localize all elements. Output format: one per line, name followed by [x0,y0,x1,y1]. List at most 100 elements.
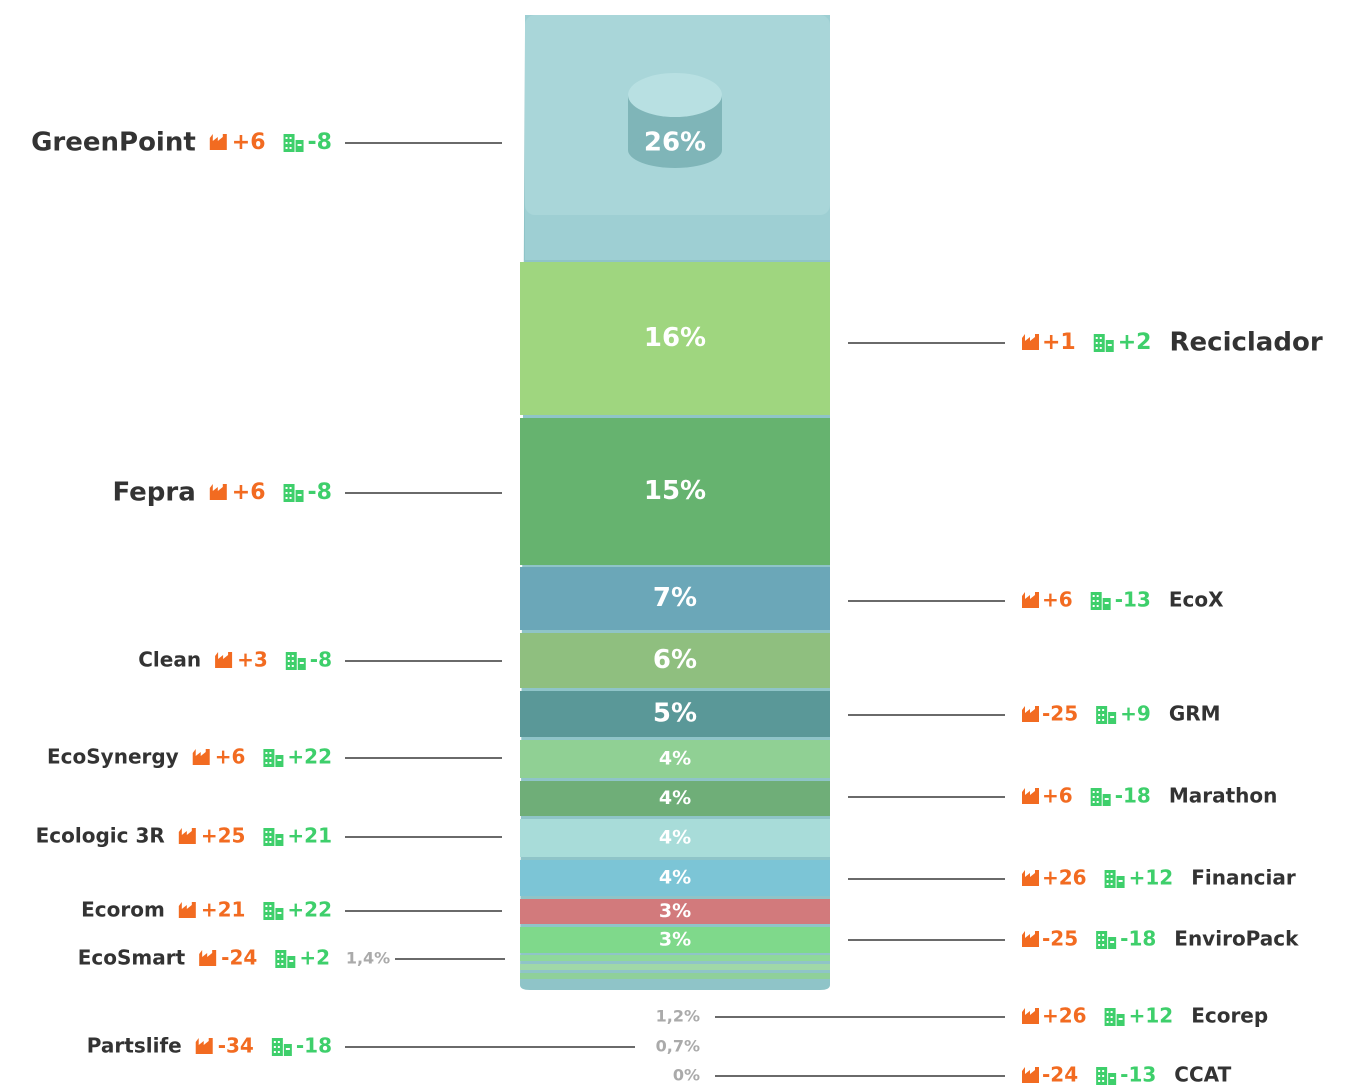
factory-change: -25 [1042,927,1078,951]
factory-icon [195,1038,213,1054]
percent-label: 26% [644,128,706,158]
company-name: EcoSmart [78,946,186,970]
percent-label: 0% [673,1066,700,1085]
factory-icon [199,950,217,966]
cap-bottom [628,132,722,168]
percent-label: 3% [659,929,691,951]
building-icon [285,652,306,670]
cap-top [628,73,722,117]
percent-label: 16% [644,323,706,353]
factory-icon [1022,788,1039,804]
building-icon [1104,1008,1125,1026]
factory-icon [215,652,233,668]
percent-label: 0,7% [656,1037,700,1056]
building-icon [1093,334,1114,352]
percent-label: 3% [659,900,691,922]
percent-label: 4% [659,827,691,849]
building-change: +2 [1118,330,1152,355]
company-name: EnviroPack [1174,927,1299,951]
building-change: +21 [287,824,332,848]
percent-label: 6% [653,645,697,675]
factory-change: +6 [215,745,246,769]
building-icon [1090,592,1111,610]
segment [520,567,830,630]
segment [520,819,830,857]
company-name: CCAT [1174,1063,1231,1085]
factory-change: +6 [232,130,266,155]
building-icon [271,1038,292,1056]
factory-change: +1 [1042,330,1076,355]
building-change: -8 [308,480,332,505]
building-change: -13 [1115,588,1151,612]
company-name: Marathon [1169,784,1278,808]
factory-icon [1022,1008,1039,1024]
factory-icon [1022,592,1039,608]
building-icon [1096,931,1117,949]
factory-change: +26 [1042,866,1087,890]
percent-label: 5% [653,699,697,729]
building-icon [263,902,284,920]
factory-change: -24 [1042,1063,1078,1085]
segment [520,927,830,953]
company-name: Ecologic 3R [36,824,165,848]
company-name: GreenPoint [31,128,196,158]
factory-icon [1022,334,1039,350]
factory-icon [178,902,196,918]
building-icon [263,749,284,767]
percent-label: 4% [659,867,691,889]
segment [520,262,830,415]
percent-label: 1,4% [346,949,390,968]
percent-label: 1,2% [656,1007,700,1026]
percent-label: 4% [659,787,691,809]
factory-change: -34 [218,1034,254,1058]
factory-change: -25 [1042,702,1078,726]
building-change: +12 [1129,1004,1174,1028]
building-change: -18 [296,1034,332,1058]
segment [520,899,830,924]
building-change: -18 [1120,927,1156,951]
segment [520,860,830,896]
building-icon [1096,706,1117,724]
factory-icon [178,828,196,844]
building-icon [283,484,304,502]
factory-change: +6 [232,480,266,505]
factory-icon [1022,706,1039,722]
company-name: Reciclador [1170,328,1323,358]
building-icon [1104,870,1125,888]
building-change: -13 [1120,1063,1156,1085]
factory-change: +26 [1042,1004,1087,1028]
company-name: GRM [1169,702,1221,726]
company-name: Fepra [112,478,195,508]
factory-change: +6 [1042,784,1073,808]
building-change: -18 [1115,784,1151,808]
segment [520,964,830,970]
percent-label: 7% [653,583,697,613]
company-name: Clean [138,648,201,672]
company-name: EcoSynergy [47,745,179,769]
segment [520,781,830,816]
company-name: Ecorom [81,898,165,922]
building-icon [1096,1067,1117,1085]
building-change: +2 [299,946,330,970]
percent-label: 15% [644,476,706,506]
building-change: +12 [1129,866,1174,890]
factory-change: -24 [221,946,257,970]
factory-icon [1022,870,1039,886]
building-change: +22 [287,898,332,922]
factory-change: +3 [237,648,268,672]
segment [520,973,830,979]
building-change: -8 [310,648,332,672]
factory-change: +21 [201,898,246,922]
building-icon [275,950,296,968]
building-change: +22 [287,745,332,769]
factory-change: +6 [1042,588,1073,612]
company-name: Ecorep [1191,1004,1268,1028]
company-name: Financiar [1191,866,1296,890]
segment [520,418,830,565]
factory-icon [1022,1067,1039,1083]
building-icon [1090,788,1111,806]
factory-icon [192,749,210,765]
factory-icon [209,134,227,150]
building-icon [283,134,304,152]
